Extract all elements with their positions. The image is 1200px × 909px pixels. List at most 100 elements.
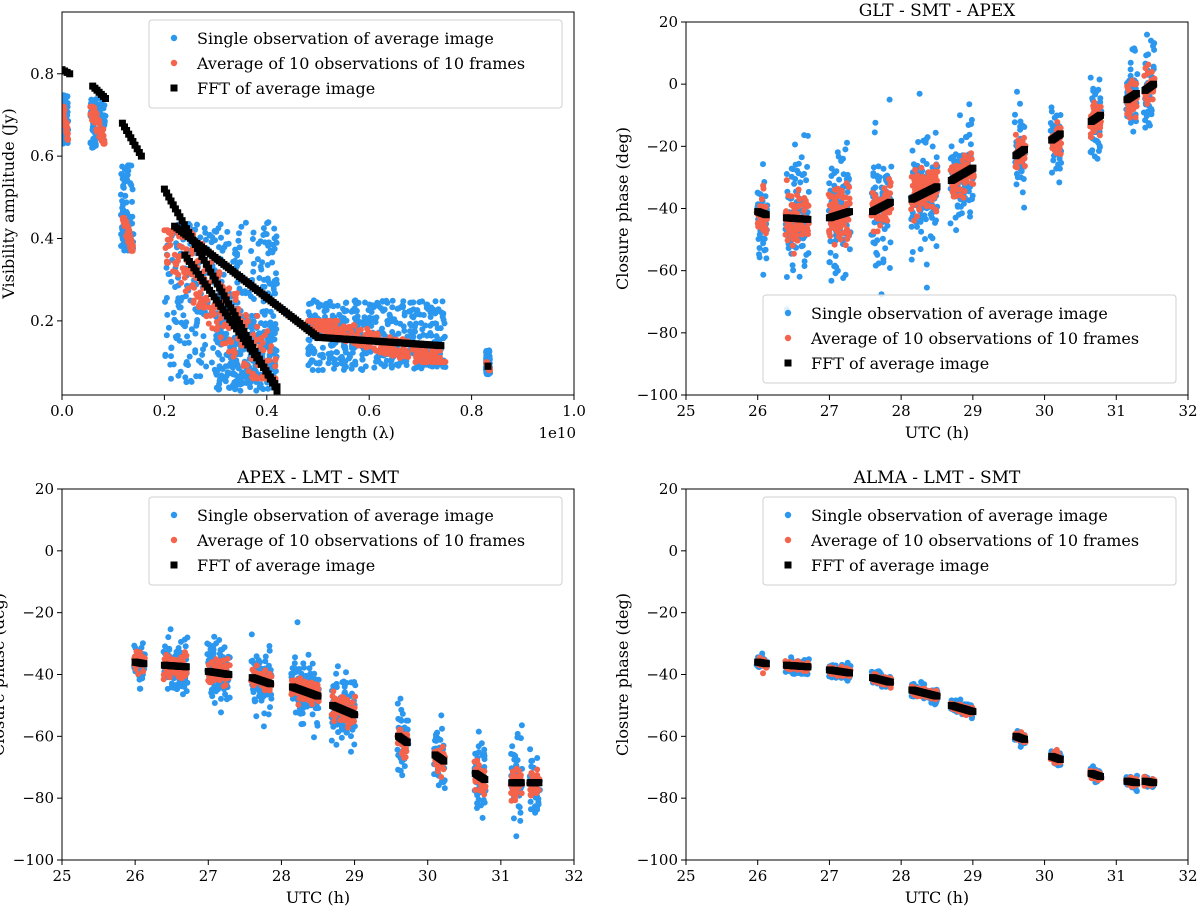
single-observation-point — [310, 350, 317, 357]
average-observation-point — [260, 347, 267, 354]
single-observation-point — [517, 735, 524, 742]
single-observation-point — [409, 334, 416, 341]
average-observation-point — [796, 196, 803, 203]
single-observation-point — [516, 804, 523, 811]
average-observation-point — [295, 701, 302, 708]
single-observation-point — [268, 695, 275, 702]
single-observation-point — [796, 273, 803, 280]
average-observation-point — [762, 204, 769, 210]
single-observation-point — [250, 689, 257, 696]
single-observation-point — [419, 326, 426, 333]
x-tick-label: 1.0 — [562, 402, 586, 420]
single-observation-point — [334, 302, 341, 309]
single-observation-point — [481, 799, 488, 806]
single-observation-point — [311, 670, 318, 677]
single-observation-point — [958, 210, 965, 217]
single-observation-point — [527, 798, 534, 805]
single-observation-point — [432, 310, 439, 317]
x-tick-label: 26 — [748, 402, 767, 420]
single-observation-point — [351, 305, 358, 312]
single-observation-point — [479, 814, 486, 821]
single-observation-point — [832, 253, 839, 259]
average-observation-point — [804, 231, 811, 237]
fft-point — [273, 387, 281, 395]
average-observation-point — [1057, 151, 1064, 157]
average-observation-point — [89, 103, 95, 110]
legend: Single observation of average imageAvera… — [762, 294, 1177, 384]
fft-point — [129, 138, 137, 145]
average-observation-point — [169, 268, 176, 275]
single-observation-point — [914, 223, 920, 230]
single-observation-point — [197, 234, 204, 241]
single-observation-point — [341, 363, 348, 370]
single-observation-point — [373, 354, 380, 361]
single-observation-point — [199, 351, 206, 358]
average-observation-point — [92, 109, 99, 116]
average-observation-point — [416, 349, 423, 356]
single-observation-point — [319, 344, 326, 351]
single-observation-point — [1095, 86, 1102, 93]
single-observation-point — [828, 165, 835, 172]
average-observation-point — [367, 329, 374, 336]
average-observation-point — [801, 207, 807, 214]
average-observation-point — [912, 166, 919, 173]
single-observation-point — [216, 377, 223, 384]
average-observation-point — [790, 250, 797, 257]
average-observation-point — [203, 294, 210, 301]
average-observation-point — [62, 113, 67, 120]
average-observation-point — [389, 350, 396, 356]
single-observation-point — [400, 298, 407, 305]
single-observation-point — [413, 311, 420, 318]
single-observation-point — [168, 345, 175, 352]
average-observation-point — [887, 179, 894, 186]
single-observation-point — [226, 384, 232, 391]
single-observation-point — [165, 271, 172, 278]
single-observation-point — [401, 763, 408, 770]
single-observation-point — [272, 368, 279, 375]
average-observation-point — [120, 214, 126, 221]
single-observation-point — [957, 112, 963, 119]
single-observation-point — [242, 219, 249, 226]
single-observation-point — [252, 698, 259, 704]
single-observation-point — [1014, 88, 1020, 95]
average-observation-point — [213, 318, 220, 325]
single-observation-point — [966, 101, 973, 108]
single-observation-point — [400, 323, 407, 330]
single-observation-point — [192, 330, 199, 337]
legend-marker — [170, 59, 178, 67]
single-observation-point — [311, 734, 317, 741]
average-observation-point — [163, 258, 170, 265]
single-observation-point — [306, 344, 313, 351]
fft-point — [66, 70, 74, 78]
average-observation-point — [363, 344, 370, 351]
single-observation-point — [181, 340, 188, 347]
single-observation-point — [168, 353, 174, 360]
single-observation-point — [388, 357, 395, 364]
single-observation-point — [231, 257, 238, 264]
single-observation-point — [239, 290, 246, 296]
fft-point — [200, 256, 208, 264]
single-observation-point — [416, 333, 423, 340]
fft-point — [196, 248, 204, 256]
x-axis-label: Baseline length (λ) — [241, 423, 395, 442]
single-observation-point — [262, 653, 269, 660]
single-observation-point — [790, 267, 797, 274]
single-observation-point — [119, 198, 126, 204]
single-observation-point — [213, 228, 220, 235]
single-observation-point — [319, 367, 326, 373]
single-observation-point — [1148, 106, 1155, 112]
fft-point — [227, 304, 235, 312]
single-observation-point — [1148, 111, 1155, 118]
single-observation-point — [263, 231, 270, 238]
single-observation-point — [394, 700, 401, 707]
single-observation-point — [1144, 31, 1150, 38]
average-observation-point — [845, 216, 852, 223]
single-observation-point — [218, 709, 224, 716]
single-observation-point — [395, 330, 402, 337]
single-observation-point — [273, 239, 280, 246]
average-observation-point — [933, 169, 939, 176]
average-observation-point — [394, 350, 401, 357]
single-observation-point — [273, 270, 279, 277]
single-observation-point — [475, 728, 482, 735]
